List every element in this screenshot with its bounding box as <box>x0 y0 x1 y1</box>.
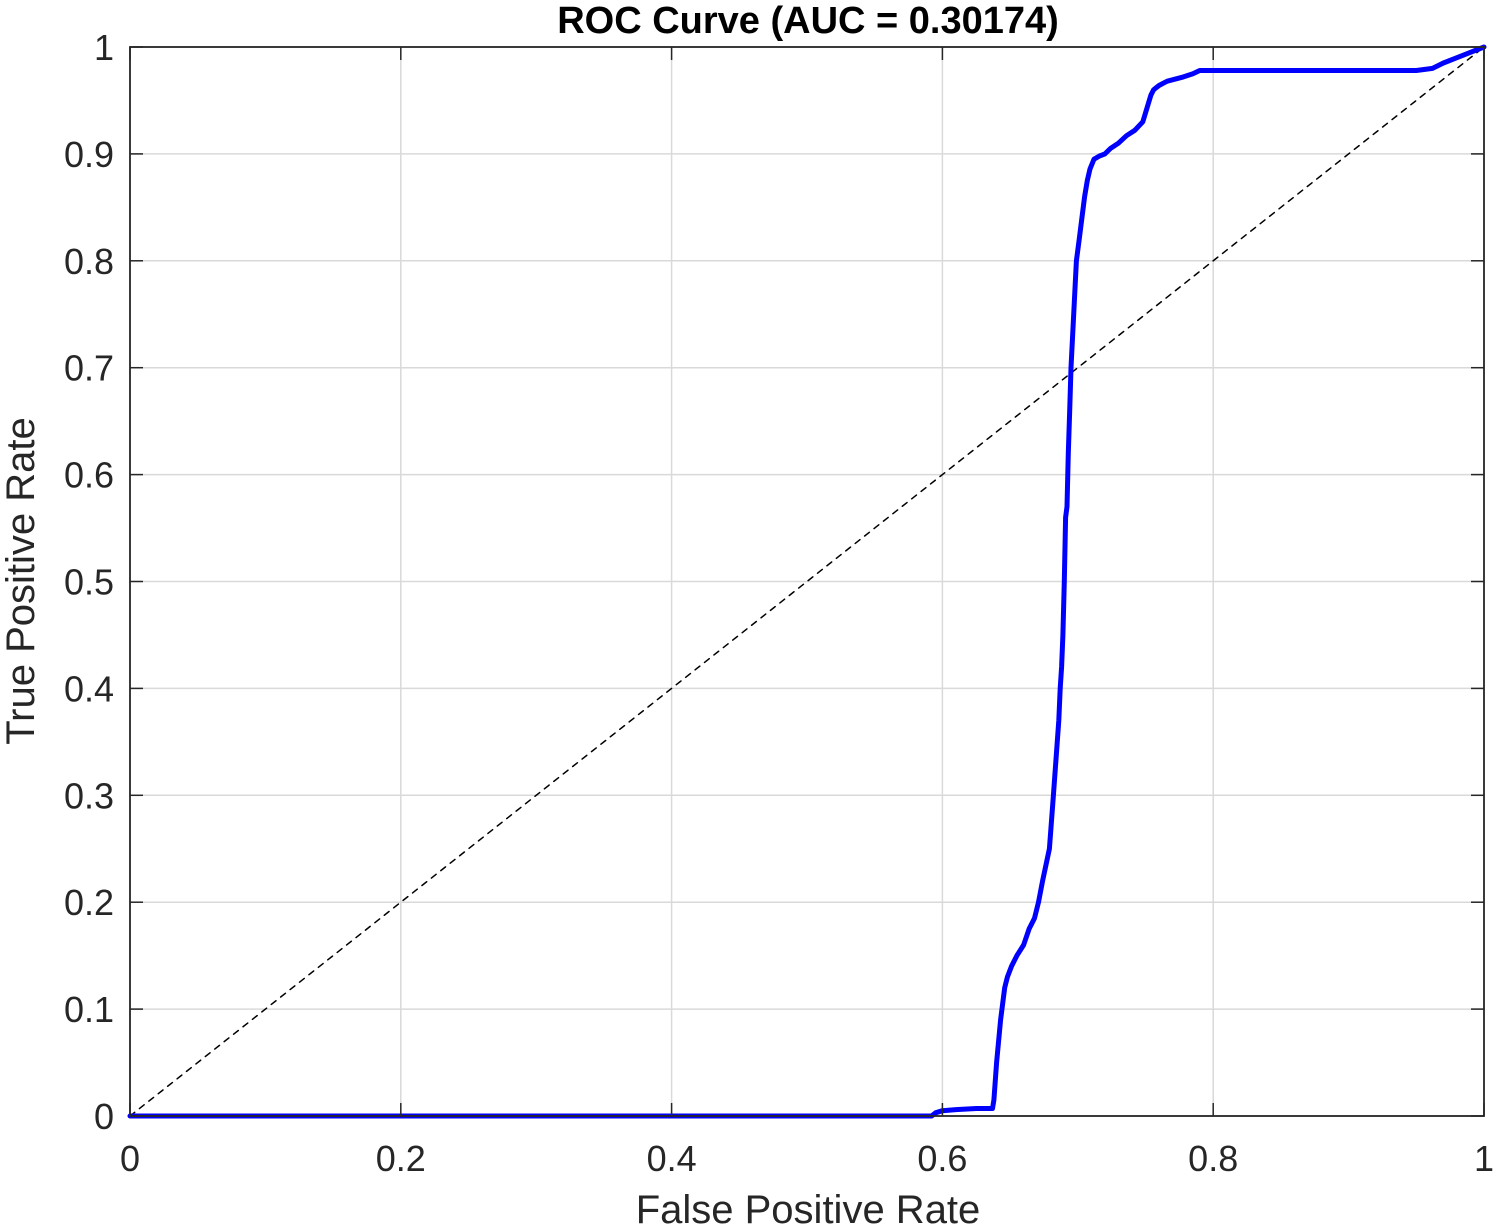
diagonal-reference-line <box>129 46 1485 1117</box>
x-tick-label: 0.4 <box>647 1138 697 1179</box>
y-axis-label: True Positive Rate <box>0 417 43 745</box>
y-tick-label: 0.7 <box>64 348 114 389</box>
x-tick-label: 0 <box>120 1138 140 1179</box>
y-tick-label: 0.1 <box>64 989 114 1030</box>
x-tick-label: 0.8 <box>1188 1138 1238 1179</box>
y-tick-label: 0.8 <box>64 241 114 282</box>
y-tick-label: 0.4 <box>64 668 114 709</box>
x-tick-label: 0.2 <box>376 1138 426 1179</box>
y-tick-label: 0.9 <box>64 134 114 175</box>
series-layer <box>127 44 1487 1119</box>
x-tick-label: 0.6 <box>917 1138 967 1179</box>
y-tick-label: 1 <box>94 27 114 68</box>
tick-labels: 0 0.2 0.4 0.6 0.8 1 0 0.1 0.2 0.3 0.4 0.5 0.6 0.7 0.8 0… <box>64 27 1494 1179</box>
y-tick-label: 0.6 <box>64 455 114 496</box>
tick-marks <box>129 46 1485 1117</box>
x-axis-label: False Positive Rate <box>636 1188 981 1227</box>
y-tick-label: 0.5 <box>64 562 114 603</box>
y-tick-label: 0.3 <box>64 775 114 816</box>
x-tick-label: 1 <box>1474 1138 1494 1179</box>
y-tick-label: 0.2 <box>64 882 114 923</box>
roc-curve-line <box>127 44 1487 1119</box>
y-tick-label: 0 <box>94 1096 114 1137</box>
chart-title: ROC Curve (AUC = 0.30174) <box>557 0 1059 42</box>
